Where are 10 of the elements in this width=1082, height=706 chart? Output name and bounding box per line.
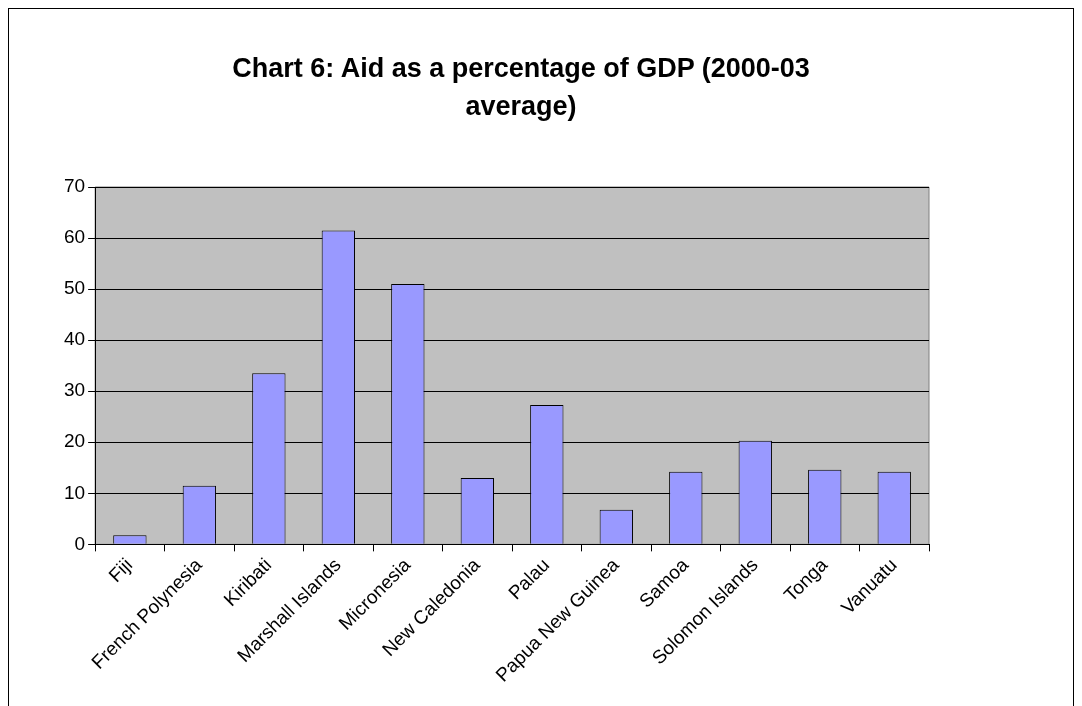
y-tick-label: 50 [63, 277, 86, 299]
y-tick-label: 20 [63, 430, 86, 452]
x-tick-label: Fiji [104, 554, 137, 587]
y-tick-label: 0 [74, 532, 86, 554]
y-tick-label: 10 [63, 481, 86, 503]
y-tick-label: 40 [63, 328, 86, 350]
y-tick-label: 60 [63, 226, 86, 248]
y-tick-label: 30 [63, 379, 86, 401]
chart-title: Chart 6: Aid as a percentage of GDP (2000-03 average) [231, 52, 811, 123]
y-tick-label: 70 [63, 175, 86, 197]
